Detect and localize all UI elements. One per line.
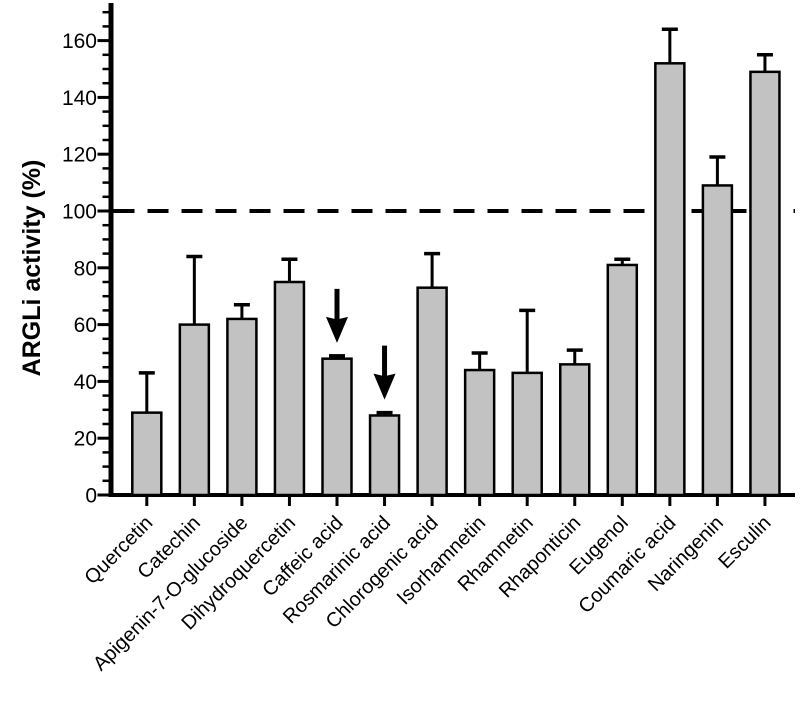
y-tick-label-100: 100	[62, 201, 97, 224]
y-tick-label-60: 60	[74, 314, 97, 337]
bar-naringenin	[701, 184, 734, 497]
bar-eugenol	[606, 263, 639, 497]
bar-apigenin-7-o-glucoside	[226, 317, 258, 497]
y-tick-label-120: 120	[62, 144, 97, 167]
y-tick-label-80: 80	[74, 257, 97, 280]
bar-rhaponticin	[559, 363, 591, 497]
down-arrow-caffeic-acid	[326, 288, 348, 343]
y-tick-label-20: 20	[74, 428, 97, 451]
bar-dihydroquercetin	[273, 280, 306, 497]
y-tick-label-40: 40	[74, 371, 97, 394]
y-tick-label-140: 140	[62, 87, 97, 110]
y-tick-label-160: 160	[62, 30, 97, 53]
bar-rosmarinic-acid	[368, 414, 401, 497]
bar-esculin	[749, 70, 781, 497]
bar-chlorogenic-acid	[416, 286, 448, 497]
x-label-esculin: Esculin	[714, 512, 775, 573]
bar-quercetin	[131, 411, 163, 497]
y-tick-label-0: 0	[85, 485, 97, 508]
y-axis-title: ARGLi activity (%)	[18, 160, 46, 377]
bar-catechin	[178, 323, 211, 497]
bar-isorhamnetin	[463, 368, 496, 497]
bar-rhamnetin	[511, 371, 543, 497]
bar-caffeic-acid	[321, 357, 353, 497]
down-arrow-rosmarinic-acid	[373, 345, 396, 400]
plot-layer: 020406080100120140160QuercetinCatechinAp…	[62, 3, 795, 675]
bar-coumaric-acid	[654, 62, 686, 497]
